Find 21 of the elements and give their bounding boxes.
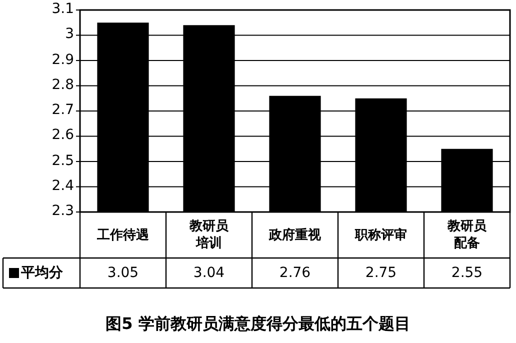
x-tick-label: 职称评审 bbox=[354, 226, 408, 244]
data-label: 2.75 bbox=[364, 264, 398, 283]
x-tick-label: 政府重视 bbox=[268, 226, 322, 244]
x-tick-label: 教研员培训 bbox=[188, 218, 230, 252]
text: 图5 学前教研员满意度得分最低的五个题目 bbox=[104, 314, 412, 335]
data-label: 2.76 bbox=[278, 264, 312, 283]
data-label: 3.04 bbox=[192, 264, 226, 283]
x-tick-label: 工作待遇 bbox=[96, 226, 150, 244]
y-tick-label: 3.1 bbox=[50, 1, 74, 17]
y-tick-label: 2.4 bbox=[50, 178, 74, 194]
data-label: 3.05 bbox=[106, 264, 140, 283]
y-tick-label: 2.8 bbox=[50, 76, 74, 93]
y-tick-label: 2.5 bbox=[50, 152, 74, 168]
y-tick-label: 2.3 bbox=[50, 203, 74, 219]
x-tick-label: 教研员配备 bbox=[446, 218, 488, 252]
y-tick-label: 2.6 bbox=[50, 127, 74, 144]
legend-label: 平均分 bbox=[21, 264, 64, 283]
y-tick-label: 2.7 bbox=[50, 102, 74, 118]
y-tick-label: 2.9 bbox=[50, 52, 74, 68]
y-tick-label: 3 bbox=[64, 26, 74, 42]
data-label: 2.55 bbox=[450, 264, 484, 283]
